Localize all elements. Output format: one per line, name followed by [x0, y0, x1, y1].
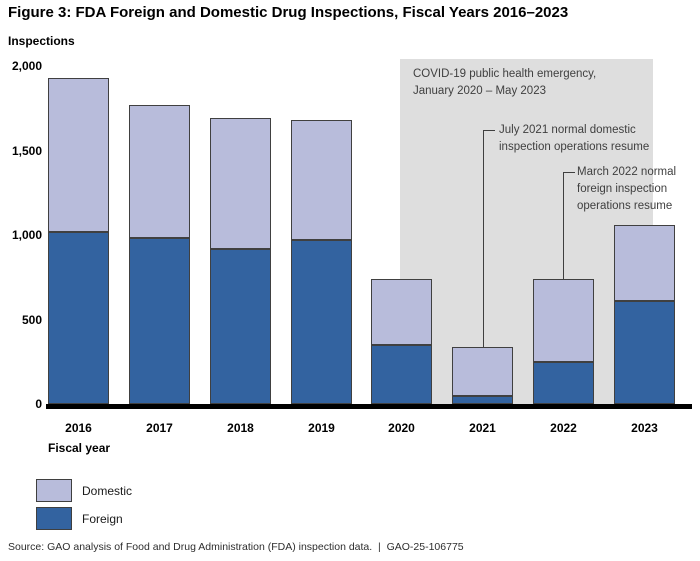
legend-item-domestic: Domestic: [36, 479, 132, 502]
x-tick-label-2022: 2022: [550, 421, 577, 435]
y-tick-label: 1,500: [11, 143, 42, 158]
legend-label-domestic: Domestic: [82, 483, 133, 498]
x-tick-label-2017: 2017: [146, 421, 173, 435]
bar-segment-foreign-2022: [533, 362, 594, 404]
domestic-color-swatch: [36, 479, 72, 502]
annotation-leader-line-july-2021: [483, 130, 484, 347]
y-axis-title: Inspections: [8, 34, 75, 48]
stacked-bar-2017: [129, 105, 190, 404]
july-2021-annotation: July 2021 normal domestic inspection ope…: [499, 122, 649, 156]
x-tick-label-2018: 2018: [227, 421, 254, 435]
x-tick-label-2020: 2020: [388, 421, 415, 435]
legend-label-foreign: Foreign: [82, 511, 123, 526]
x-tick-label-2021: 2021: [469, 421, 496, 435]
covid-annotation: COVID-19 public health emergency, Januar…: [413, 66, 596, 100]
legend-item-foreign: Foreign: [36, 507, 132, 530]
stacked-bar-2018: [210, 118, 271, 404]
x-tick-label-2019: 2019: [308, 421, 335, 435]
bar-segment-foreign-2018: [210, 249, 271, 404]
covid-shaded-region: [400, 59, 653, 404]
y-tick-label: 2,000: [11, 59, 42, 73]
annotation-leader-line-march-2022: [563, 172, 564, 279]
y-tick-label: 500: [21, 312, 42, 327]
bar-segment-domestic-2022: [533, 279, 594, 362]
march-2022-annotation: March 2022 normal foreign inspection ope…: [577, 164, 676, 215]
legend: Domestic Foreign: [36, 479, 132, 535]
bar-segment-domestic-2019: [291, 120, 352, 240]
bar-segment-domestic-2017: [129, 105, 190, 238]
march-2022-annotation-line3: operations resume: [577, 200, 673, 212]
covid-annotation-line1: COVID-19 public health emergency,: [413, 68, 597, 80]
bar-segment-domestic-2016: [48, 78, 109, 232]
x-axis-line: [46, 404, 692, 409]
stacked-bar-2023: [614, 225, 675, 404]
march-2022-annotation-line2: foreign inspection: [577, 183, 668, 195]
july-2021-annotation-line1: July 2021 normal domestic: [499, 124, 636, 136]
bar-segment-foreign-2019: [291, 240, 352, 404]
y-tick-label: 1,000: [11, 228, 42, 242]
stacked-bar-2022: [533, 279, 594, 404]
covid-annotation-line2: January 2020 – May 2023: [413, 85, 546, 97]
source-line: Source: GAO analysis of Food and Drug Ad…: [8, 541, 464, 553]
bar-segment-foreign-2021: [452, 396, 513, 404]
y-tick-label: 0: [35, 397, 42, 411]
x-tick-label-2023: 2023: [631, 421, 658, 435]
march-2022-annotation-line1: March 2022 normal: [577, 166, 677, 178]
bar-segment-foreign-2020: [371, 345, 432, 404]
stacked-bar-2016: [48, 78, 109, 404]
stacked-bar-2019: [291, 120, 352, 404]
bar-segment-domestic-2018: [210, 118, 271, 249]
bar-segment-foreign-2016: [48, 232, 109, 404]
foreign-color-swatch: [36, 507, 72, 530]
figure-title: Figure 3: FDA Foreign and Domestic Drug …: [8, 4, 569, 21]
bar-segment-domestic-2020: [371, 279, 432, 345]
annotation-leader-line-march-2022-horizontal: [563, 172, 575, 173]
bar-segment-foreign-2017: [129, 238, 190, 404]
annotation-leader-line-july-2021-horizontal: [483, 130, 495, 131]
bar-segment-domestic-2021: [452, 347, 513, 396]
july-2021-annotation-line2: inspection operations resume: [499, 141, 650, 153]
x-tick-label-2016: 2016: [65, 421, 92, 435]
bar-segment-domestic-2023: [614, 225, 675, 301]
bar-segment-foreign-2023: [614, 301, 675, 404]
stacked-bar-2020: [371, 279, 432, 404]
x-axis-title: Fiscal year: [48, 441, 111, 455]
stacked-bar-2021: [452, 347, 513, 404]
